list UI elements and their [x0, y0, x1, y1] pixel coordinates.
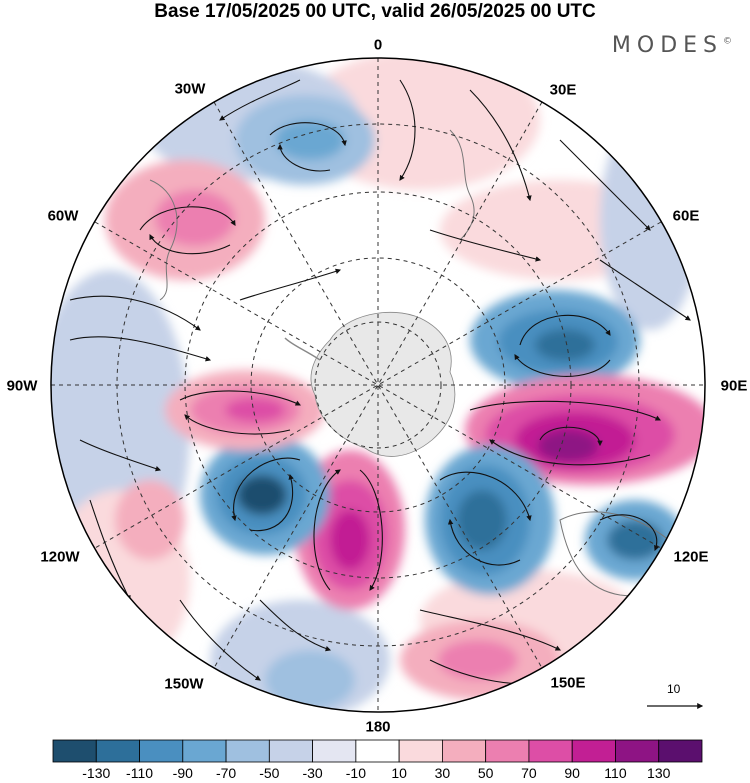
antarctic-peninsula — [284, 337, 321, 361]
lon-label-120e: 120E — [673, 548, 709, 566]
lon-label-150e: 150E — [550, 674, 586, 692]
anomaly-pos-southeast-low — [400, 620, 560, 700]
colorbar-tick-label: -30 — [302, 765, 323, 781]
colorbar-swatch — [441, 739, 487, 763]
colorbar-swatch — [571, 739, 616, 763]
colorbar-swatch — [225, 739, 270, 763]
colorbar-swatch — [268, 739, 314, 763]
colorbar-swatch — [139, 739, 184, 763]
anomaly-pos-northwest — [105, 160, 265, 280]
anomaly-pos-farwest — [115, 480, 185, 560]
lon-label-90w: 90W — [6, 377, 38, 395]
modes-logo: MODES© — [611, 33, 732, 58]
lon-label-150w: 150W — [164, 675, 204, 693]
colorbar-swatch — [95, 739, 140, 763]
colorbar-tick-label: 70 — [521, 765, 537, 781]
colorbar — [52, 739, 703, 763]
colorbar-tick-label: 90 — [564, 765, 580, 781]
anomaly-neg-north — [235, 95, 375, 185]
colorbar-tick-label: -110 — [126, 765, 154, 781]
colorbar-tick-label: -10 — [345, 765, 366, 781]
colorbar-swatch — [615, 739, 660, 763]
colorbar-swatch — [485, 739, 530, 763]
lon-label-30e: 30E — [549, 81, 577, 99]
colorbar-tick-label: -50 — [259, 765, 280, 781]
colorbar-swatch — [398, 739, 443, 763]
colorbar-swatch — [528, 739, 573, 763]
colorbar-tick-label: -130 — [82, 765, 111, 781]
map-title: Base 17/05/2025 00 UTC, valid 26/05/2025… — [154, 1, 596, 22]
map-border — [50, 57, 706, 713]
anomaly-neg-lower — [265, 650, 355, 710]
anomaly-field — [51, 58, 705, 712]
lon-label-0: 0 — [373, 36, 383, 54]
lon-label-180: 180 — [365, 718, 391, 736]
lon-label-60w: 60W — [47, 207, 79, 225]
colorbar-swatch — [52, 739, 97, 763]
lon-label-60e: 60E — [672, 207, 700, 225]
colorbar-tick-label: 130 — [647, 765, 671, 781]
colorbar-tick-label: -90 — [172, 765, 193, 781]
colorbar-tick-label: 110 — [604, 765, 627, 781]
colorbar-swatch — [658, 739, 703, 763]
colorbar-tick-label: -70 — [215, 765, 237, 781]
lon-label-90e: 90E — [720, 377, 748, 395]
colorbar-tick-label: 50 — [477, 765, 494, 781]
lon-label-30w: 30W — [174, 80, 206, 98]
anomaly-neg-southeast — [425, 445, 555, 595]
colorbar-tick-label: 10 — [391, 765, 407, 781]
graticule — [51, 58, 705, 712]
anomaly-neg-southwest — [200, 435, 330, 555]
anomaly-neg-east — [470, 290, 640, 390]
colorbar-tick-label: 30 — [434, 765, 451, 781]
colorbar-swatch — [355, 739, 400, 763]
lon-label-120w: 120W — [40, 548, 80, 566]
anomaly-pos-west — [165, 370, 325, 450]
colorbar-swatch — [182, 739, 227, 763]
reference-vector-label: 10 — [667, 682, 681, 696]
streamlines — [69, 79, 691, 685]
colorbar-swatch — [312, 739, 357, 763]
